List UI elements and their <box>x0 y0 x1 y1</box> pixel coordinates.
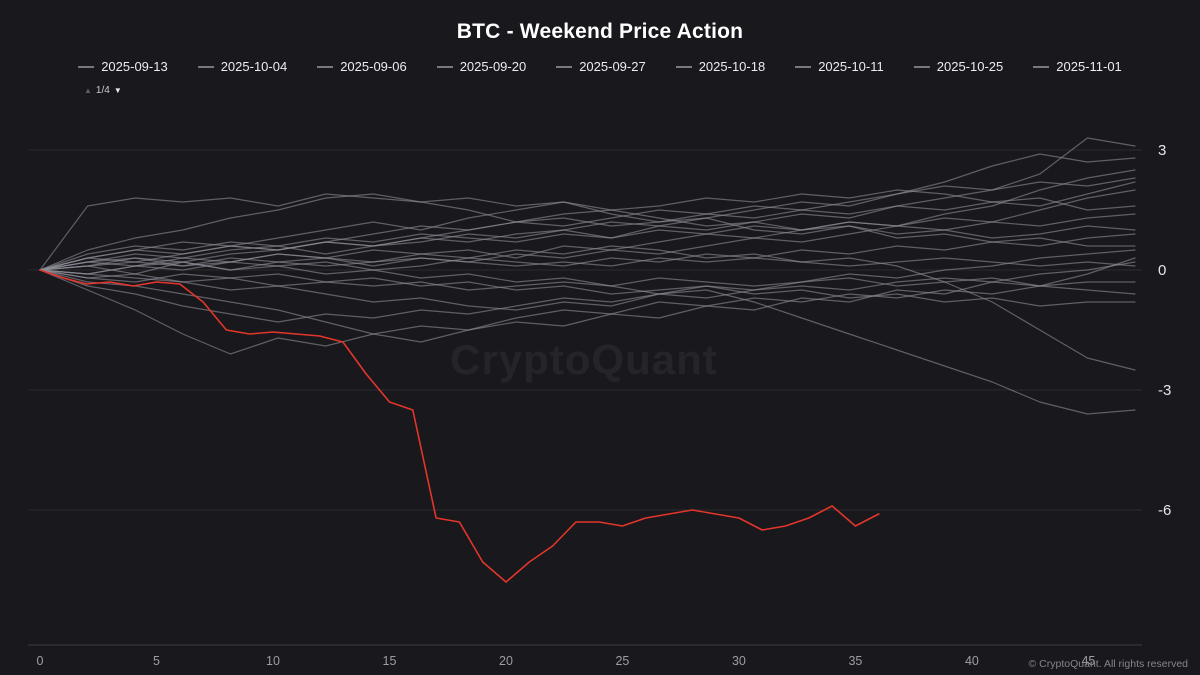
series-line-gray <box>39 269 1136 291</box>
legend-line-icon <box>436 65 453 68</box>
legend-item-2025-10-11[interactable]: 2025-10-11 <box>795 59 884 74</box>
legend-label: 2025-10-25 <box>936 59 1004 74</box>
series-line-gray <box>39 257 1136 355</box>
legend-line-icon <box>795 65 812 68</box>
legend-label: 2025-09-27 <box>579 59 646 74</box>
series-line-gray <box>39 249 1136 323</box>
legend-label: 2025-09-13 <box>101 59 168 74</box>
chart-title: BTC - Weekend Price Action <box>456 20 744 43</box>
x-tick-label: 5 <box>153 654 160 668</box>
x-tick-label: 0 <box>37 654 44 668</box>
legend-item-2025-09-20[interactable]: 2025-09-20 <box>436 59 527 74</box>
series-line-gray <box>39 269 1136 307</box>
series-line-gray <box>39 261 1136 415</box>
y-tick-label: 3 <box>1158 142 1166 159</box>
legend-label: 2025-11-01 <box>1056 59 1122 74</box>
x-tick-label: 25 <box>615 654 629 668</box>
y-tick-label: -6 <box>1158 502 1171 519</box>
y-tick-label: -3 <box>1158 382 1171 399</box>
legend-item-2025-09-13[interactable]: 2025-09-13 <box>78 59 168 74</box>
legend-line-icon <box>1033 65 1050 68</box>
legend-item-2025-10-25[interactable]: 2025-10-25 <box>913 59 1004 74</box>
legend-label: 2025-10-04 <box>220 59 288 74</box>
legend-item-2025-09-06[interactable]: 2025-09-06 <box>317 59 407 74</box>
x-tick-label: 30 <box>732 654 746 668</box>
legend-line-icon <box>78 65 95 68</box>
legend-item-2025-10-04[interactable]: 2025-10-04 <box>197 59 288 74</box>
series-line-gray <box>39 269 1136 335</box>
series-line-gray <box>39 245 1136 371</box>
y-tick-label: 0 <box>1158 262 1166 279</box>
pager-up-icon[interactable]: ▲ <box>84 86 92 95</box>
x-tick-label: 35 <box>848 654 862 668</box>
series-line-gray <box>39 209 1136 271</box>
x-tick-label: 10 <box>266 654 280 668</box>
legend-line-icon <box>675 65 692 68</box>
legend-line-icon <box>197 65 214 68</box>
series-line-gray <box>39 233 1136 275</box>
series-line-gray <box>39 169 1136 271</box>
series-line-gray <box>39 257 1136 271</box>
legend-label: 2025-09-20 <box>459 59 527 74</box>
legend-pager: ▲ 1/4 ▼ <box>84 85 122 96</box>
x-tick-label: 45 <box>1081 654 1095 668</box>
x-tick-label: 40 <box>965 654 979 668</box>
series-line-gray <box>39 177 1136 271</box>
series-line-gray <box>39 213 1136 271</box>
x-tick-label: 15 <box>383 654 397 668</box>
legend: 2025-09-13 2025-10-04 2025-09-06 2025-09… <box>0 59 1200 74</box>
legend-line-icon <box>913 65 930 68</box>
pager-count: 1/4 <box>95 85 110 96</box>
legend-item-2025-10-18[interactable]: 2025-10-18 <box>675 59 766 74</box>
series-line-gray <box>39 261 1136 311</box>
x-tick-label: 20 <box>499 654 513 668</box>
legend-label: 2025-09-06 <box>340 59 407 74</box>
legend-label: 2025-10-11 <box>818 59 884 74</box>
copyright-text: © CryptoQuant. All rights reserved <box>1028 658 1188 670</box>
series-line-gray <box>39 153 1136 271</box>
legend-label: 2025-10-18 <box>698 59 766 74</box>
legend-line-icon <box>556 65 573 68</box>
legend-item-2025-11-01[interactable]: 2025-11-01 <box>1033 59 1122 74</box>
legend-line-icon <box>317 65 334 68</box>
pager-down-icon[interactable]: ▼ <box>113 86 122 95</box>
series-line-gray <box>39 201 1136 271</box>
series-line-gray <box>39 189 1136 271</box>
series-line-current-weekend <box>39 269 880 583</box>
legend-item-2025-09-27[interactable]: 2025-09-27 <box>556 59 646 74</box>
